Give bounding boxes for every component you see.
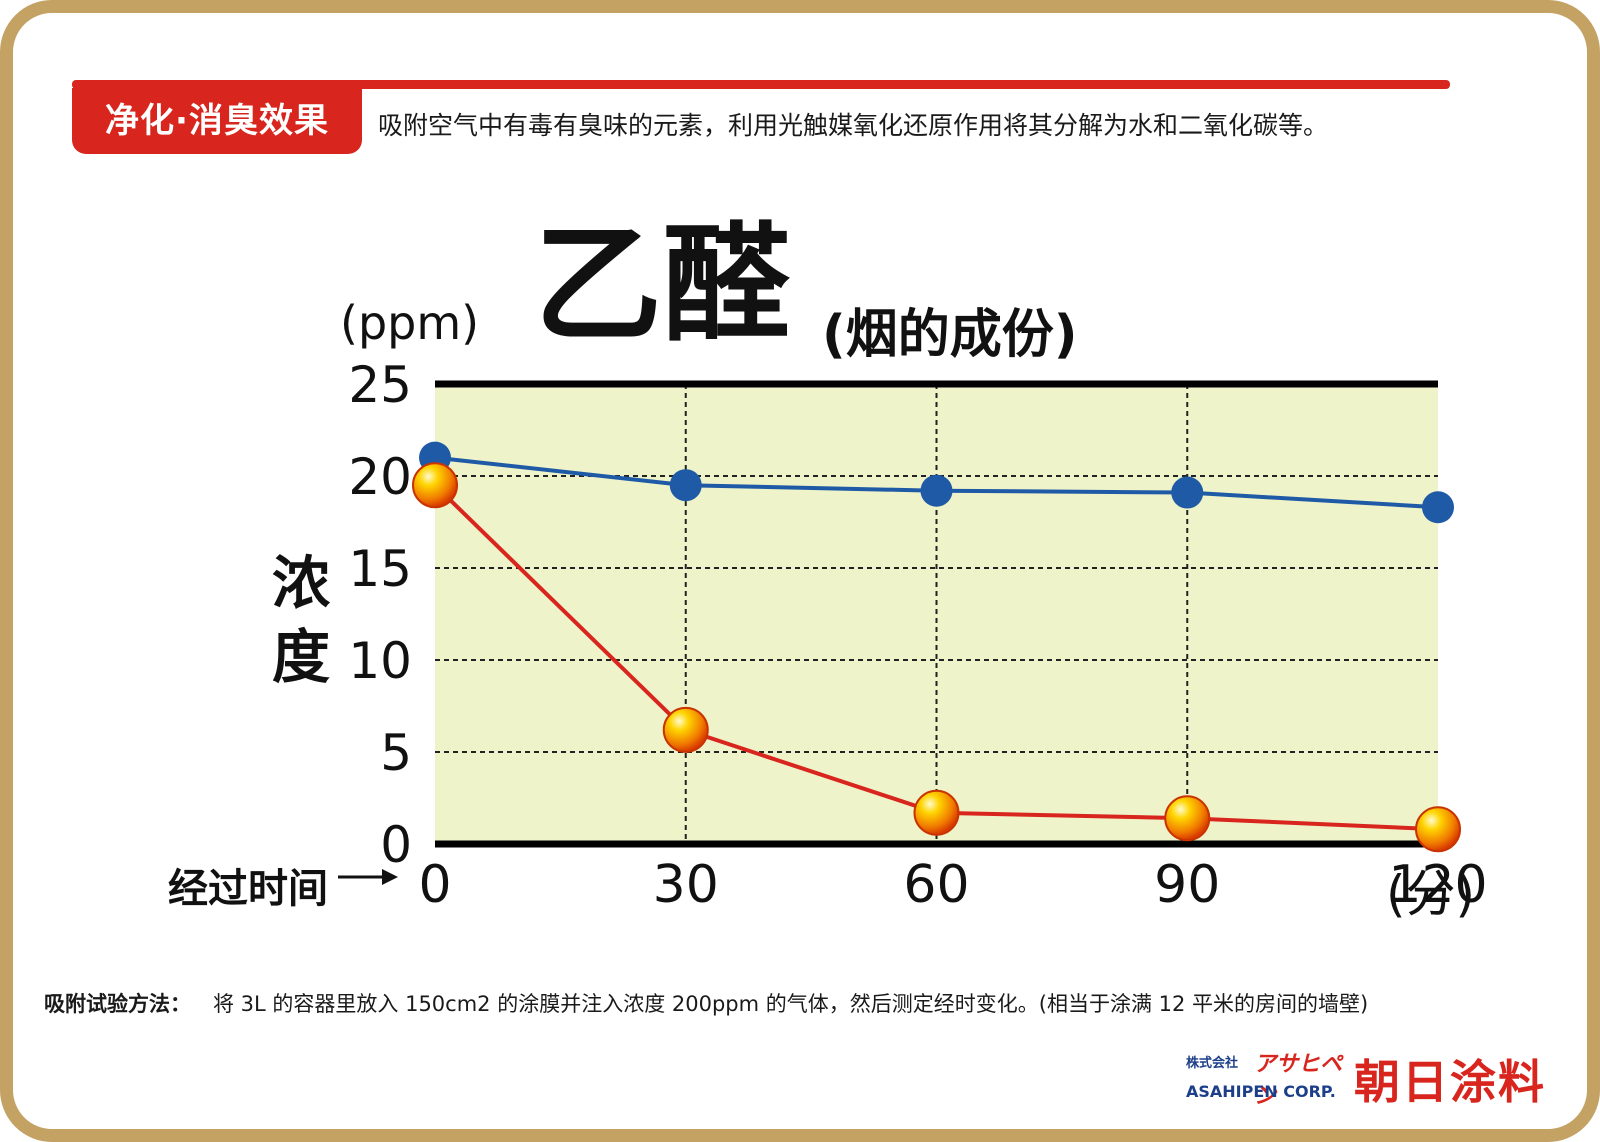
header-badge: 净化·消臭效果 [72,88,362,154]
x-tick-label: 120 [1388,855,1487,915]
x-tick-label: 0 [418,855,451,915]
test-method-label: 吸附试验方法： [44,992,191,1016]
asahipen-logo: 株式会社 アサヒペン ASAHIPEN CORP. [1186,1052,1348,1109]
logo-corp-name: ASAHIPEN CORP. [1186,1082,1336,1101]
series-1-point [669,469,702,502]
series-2-point [1164,795,1211,842]
chart-subtitle: (烟的成份) [822,305,1078,365]
y-tick-label: 25 [348,356,412,414]
test-method-text: 将 3L 的容器里放入 150cm2 的涂膜并注入浓度 200ppm 的气体，然… [213,992,1369,1016]
y-tick-label: 10 [348,632,412,690]
chart-title: 乙醛 [534,211,791,360]
y-axis-label: 浓度 [271,549,330,691]
logo-kaisha: 株式会社 [1186,1056,1239,1071]
test-method-note: 吸附试验方法： 将 3L 的容器里放入 150cm2 的涂膜并注入浓度 200pp… [44,988,1368,1018]
x-axis-arrow-icon [338,869,398,885]
header-description: 吸附空气中有毒有臭味的元素，利用光触媒氧化还原作用将其分解为水和二氧化碳等。 [378,111,1329,140]
logo-chinese-name: 朝日涂料 [1354,1055,1546,1109]
y-tick-label: 15 [348,540,412,598]
x-axis-label: 经过时间 [168,866,328,912]
series-2-point [662,706,709,753]
x-tick-label: 90 [1154,855,1220,915]
series-1-point [1422,491,1454,524]
series-2-point [913,789,960,836]
series-2-point [1415,806,1461,853]
series-2-point [412,462,458,509]
x-tick-label: 30 [653,855,719,915]
y-tick-label: 5 [380,724,412,782]
y-tick-label: 20 [348,448,412,506]
y-tick-label: 0 [380,816,412,874]
y-axis-unit: (ppm) [340,296,480,350]
header-rule [72,80,1450,89]
x-tick-label: 60 [903,855,969,915]
x-axis-unit: (分) [1386,865,1476,923]
logo-kana: アサヒペン [1254,1052,1343,1109]
series-1-point [1171,476,1204,509]
series-1-point [920,474,953,507]
